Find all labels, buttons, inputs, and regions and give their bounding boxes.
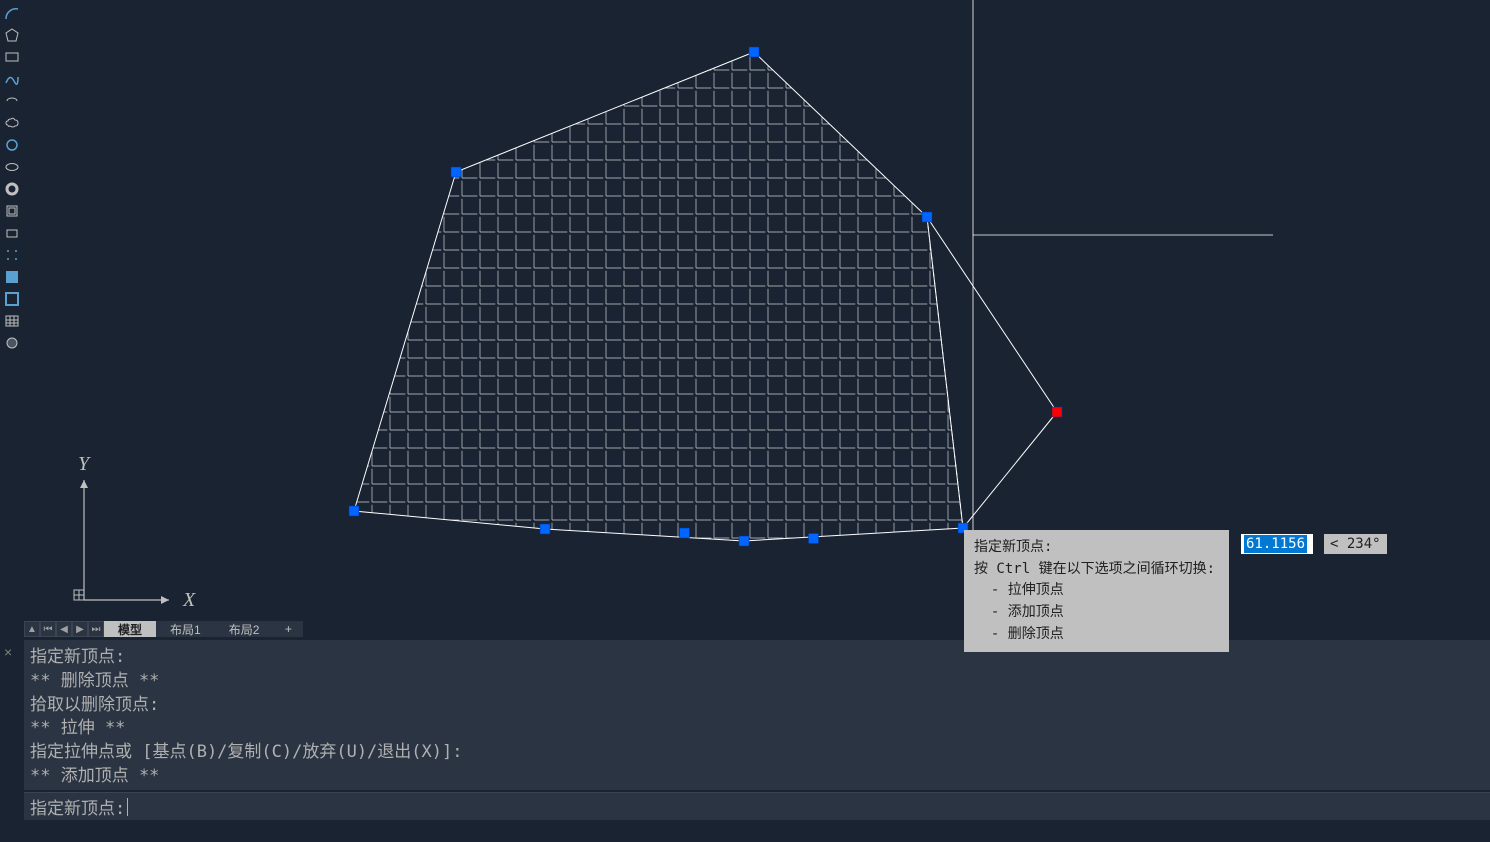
revcloud-tool[interactable] (3, 114, 21, 132)
tab-last[interactable]: ⏭ (88, 621, 104, 637)
history-line: 指定新顶点: (30, 646, 1484, 670)
command-history: 指定新顶点:** 删除顶点 **拾取以删除顶点:** 拉伸 **指定拉伸点或 [… (24, 640, 1490, 790)
dynamic-tooltip: 指定新顶点:按 Ctrl 键在以下选项之间循环切换: - 拉伸顶点 - 添加顶点… (964, 530, 1229, 652)
canvas-svg: XY (24, 0, 1490, 620)
hatch-tool[interactable] (3, 268, 21, 286)
tab-scroll-up[interactable]: ▲ (24, 621, 40, 637)
rectangle-tool[interactable] (3, 48, 21, 66)
tab-first[interactable]: ⏮ (40, 621, 56, 637)
region-tool[interactable] (3, 334, 21, 352)
tab-prev[interactable]: ◀ (56, 621, 72, 637)
text-cursor (127, 798, 128, 816)
close-history-icon[interactable]: × (4, 644, 12, 660)
arc-tool[interactable] (3, 4, 21, 22)
history-line: 拾取以删除顶点: (30, 694, 1484, 718)
donut-tool[interactable] (3, 180, 21, 198)
svg-text:Y: Y (78, 453, 91, 475)
spline-tool[interactable] (3, 70, 21, 88)
tooltip-line: - 添加顶点 (974, 602, 1219, 624)
wipeout-tool[interactable] (3, 224, 21, 242)
tooltip-line: - 拉伸顶点 (974, 580, 1219, 602)
ellipse-tool[interactable] (3, 158, 21, 176)
gradient-tool[interactable] (3, 290, 21, 308)
distance-input[interactable]: 61.1156 (1241, 534, 1313, 554)
drawing-canvas[interactable]: XY (24, 0, 1490, 620)
tab-next[interactable]: ▶ (72, 621, 88, 637)
history-line: 指定拉伸点或 [基点(B)/复制(C)/放弃(U)/退出(X)]: (30, 741, 1484, 765)
command-input[interactable]: 指定新顶点: (24, 792, 1490, 820)
angle-input[interactable]: < 234° (1324, 534, 1387, 554)
tab-add[interactable]: + (273, 621, 303, 637)
history-line: ** 删除顶点 ** (30, 670, 1484, 694)
tooltip-line: 指定新顶点: (974, 537, 1219, 559)
tooltip-line: - 删除顶点 (974, 624, 1219, 646)
point-tool[interactable] (3, 246, 21, 264)
ellipse-arc-tool[interactable] (3, 92, 21, 110)
tab-1[interactable]: 布局1 (156, 621, 215, 637)
svg-text:X: X (182, 589, 196, 611)
tab-0[interactable]: 模型 (104, 621, 156, 637)
tab-2[interactable]: 布局2 (215, 621, 274, 637)
tooltip-line: 按 Ctrl 键在以下选项之间循环切换: (974, 559, 1219, 581)
command-prompt-label: 指定新顶点: (30, 794, 125, 819)
table-tool[interactable] (3, 312, 21, 330)
history-line: ** 拉伸 ** (30, 717, 1484, 741)
circle-tool[interactable] (3, 136, 21, 154)
layout-tabs-bar: ▲ ⏮ ◀ ▶ ⏭ 模型布局1布局2 + (24, 620, 1490, 638)
draw-toolbar (0, 0, 24, 620)
polygon-tool[interactable] (3, 26, 21, 44)
block-tool[interactable] (3, 202, 21, 220)
history-line: ** 添加顶点 ** (30, 765, 1484, 789)
